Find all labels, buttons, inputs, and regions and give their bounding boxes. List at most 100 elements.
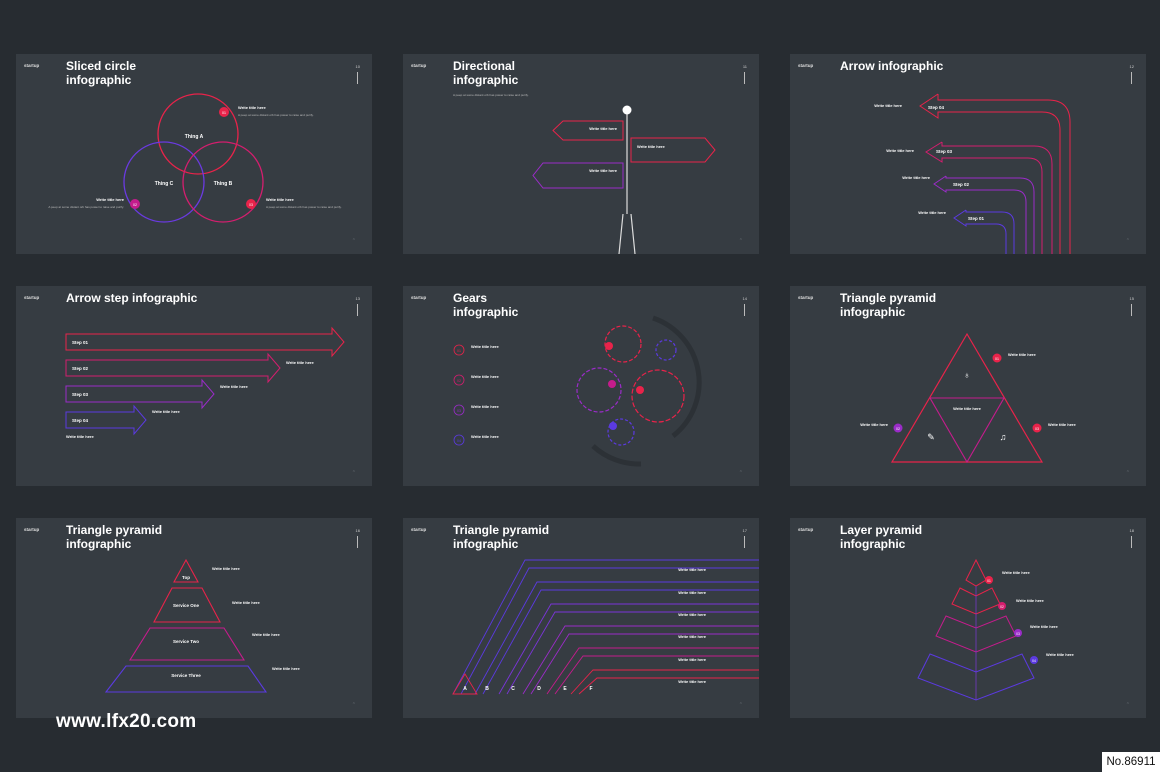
corner-mark: ⌃ [738, 238, 743, 244]
arrow-steps-diagram: Step 01 Step 02 Step 03 Step 04 Write ti… [65, 326, 345, 439]
gear-badge-02 [608, 380, 616, 388]
slide-sliced-circle[interactable]: startup Sliced circle infographic 10 Thin… [16, 54, 372, 254]
corner-mark: ⌃ [1125, 238, 1130, 244]
slide-triangle-pyramid-a[interactable]: startup Triangle pyramid infographic 15 0… [790, 286, 1146, 486]
write-title-6: Write title here [678, 679, 706, 684]
slide-number-divider [744, 72, 745, 84]
slide-triangle-pyramid-c[interactable]: startup Triangle pyramid infographic 17 A… [403, 518, 759, 718]
badge-01 [985, 576, 993, 584]
letter-a: A [463, 686, 467, 692]
intro-text: A peep at some distant orb has power to … [453, 93, 529, 97]
write-title-4: Write title here [66, 434, 94, 439]
sliced-circle-diagram: Thing A Thing C Thing B 01 02 03 Write t… [48, 93, 342, 223]
pencil-icon: ✎ [927, 432, 935, 442]
svg-text:01: 01 [987, 579, 991, 583]
slide-number-divider [357, 304, 358, 316]
slide-number: 18 [1129, 528, 1134, 533]
slide-brand: startup [798, 63, 814, 68]
slide-title: Triangle pyramid infographic [66, 523, 163, 551]
signpost-top [622, 105, 632, 115]
circle-b [182, 141, 264, 223]
corner-mark: ⌃ [738, 470, 743, 476]
svg-text:02: 02 [1000, 605, 1004, 609]
write-title-2: Write title here [471, 374, 499, 379]
slide-brand: startup [411, 527, 427, 532]
badge-02 [130, 199, 140, 209]
write-title-3: Write title here [902, 175, 930, 180]
write-title-1: Write title here [1008, 352, 1036, 357]
slide-triangle-pyramid-b[interactable]: startup Triangle pyramid infographic 16 T… [16, 518, 372, 718]
slide-number: 13 [355, 296, 360, 301]
write-title-5: Write title here [678, 657, 706, 662]
step-01-label: Step 01 [72, 340, 89, 345]
slide-title: Layer pyramid infographic [840, 523, 923, 551]
letter-b: B [485, 686, 489, 692]
level-service-one [153, 587, 221, 623]
level-three-label: Service Three [171, 673, 201, 678]
body-3: A peep at some distant orb has power to … [266, 205, 342, 209]
corner-mark: ⌃ [351, 470, 356, 476]
slide-number-divider [357, 72, 358, 84]
site-watermark: www.lfx20.com [56, 711, 197, 732]
gear-bell-icon [607, 418, 635, 446]
slide-arrow-step[interactable]: startup Arrow step infographic 13 Step 0… [16, 286, 372, 486]
level-service-two [129, 627, 245, 661]
slide-gears[interactable]: startup Gears infographic 14 01 02 03 04 … [403, 286, 759, 486]
inner-triangle [929, 397, 1005, 464]
step-04-label: Step 04 [928, 105, 945, 110]
slide-brand: startup [24, 63, 40, 68]
write-title-3: Write title here [1048, 422, 1076, 427]
slide-number-divider [357, 536, 358, 548]
level-two-label: Service Two [173, 639, 199, 644]
pyramid-top-a [452, 673, 478, 695]
badge-03 [1032, 423, 1042, 433]
gear-badge-04 [609, 422, 617, 430]
arrow-step-03 [925, 141, 1053, 254]
sign-lower [532, 162, 624, 189]
badge-01 [992, 353, 1002, 363]
write-title-4: Write title here [918, 210, 946, 215]
badge-02 [998, 602, 1006, 610]
write-title-3: Write title here [1030, 624, 1058, 629]
write-title-1: Write title here [286, 360, 314, 365]
svg-text:03: 03 [457, 409, 461, 413]
badge-03 [246, 199, 256, 209]
write-title-1: Write title here [471, 344, 499, 349]
stripe-f [570, 669, 759, 695]
write-title-2: Write title here [96, 197, 124, 202]
svg-text:04: 04 [1032, 659, 1036, 663]
arrow-step-03 [65, 378, 215, 410]
write-title-4: Write title here [1046, 652, 1074, 657]
slide-number: 17 [742, 528, 747, 533]
badge-01 [219, 107, 229, 117]
bent-arrows-diagram: Step 04 Step 03 Step 02 Step 01 Write ti… [874, 93, 1071, 254]
stripe-a [452, 559, 759, 695]
thing-c-label: Thing C [155, 181, 174, 187]
slide-title: Triangle pyramid infographic [840, 291, 937, 319]
slide-arrow-infographic[interactable]: startup Arrow infographic 12 Step 04 Ste… [790, 54, 1146, 254]
write-title-1: Write title here [874, 103, 902, 108]
slide-number-divider [744, 536, 745, 548]
badge-04 [1030, 656, 1038, 664]
arrow-step-02 [933, 175, 1035, 254]
slide-title: Directional infographic [453, 59, 519, 87]
slide-number-divider [744, 304, 745, 316]
write-title-3: Write title here [252, 632, 280, 637]
write-title-3: Write title here [678, 612, 706, 617]
sign-left [552, 120, 624, 141]
slide-title: Gears infographic [453, 291, 519, 319]
slide-directional[interactable]: startup Directional infographic 11 A peep… [403, 54, 759, 254]
slide-number: 15 [1129, 296, 1134, 301]
write-title-2: Write title here [232, 600, 260, 605]
arrow-step-04 [919, 93, 1071, 254]
slide-number: 16 [355, 528, 360, 533]
striped-pyramid-diagram: A B C D E F Write title here Write title… [452, 559, 759, 695]
svg-text:03: 03 [1016, 632, 1020, 636]
image-id-badge: No.86911 [1102, 752, 1160, 772]
tiered-pyramid-diagram: Top Service One Service Two Service Thre… [104, 558, 300, 693]
slide-number-divider [1131, 536, 1132, 548]
body-1: A peep at some distant orb has power to … [238, 113, 314, 117]
level-top-label: Top [182, 575, 190, 580]
slide-layer-pyramid[interactable]: startup Layer pyramid infographic 18 01 0… [790, 518, 1146, 718]
gears-outer-arc-2 [591, 444, 642, 467]
